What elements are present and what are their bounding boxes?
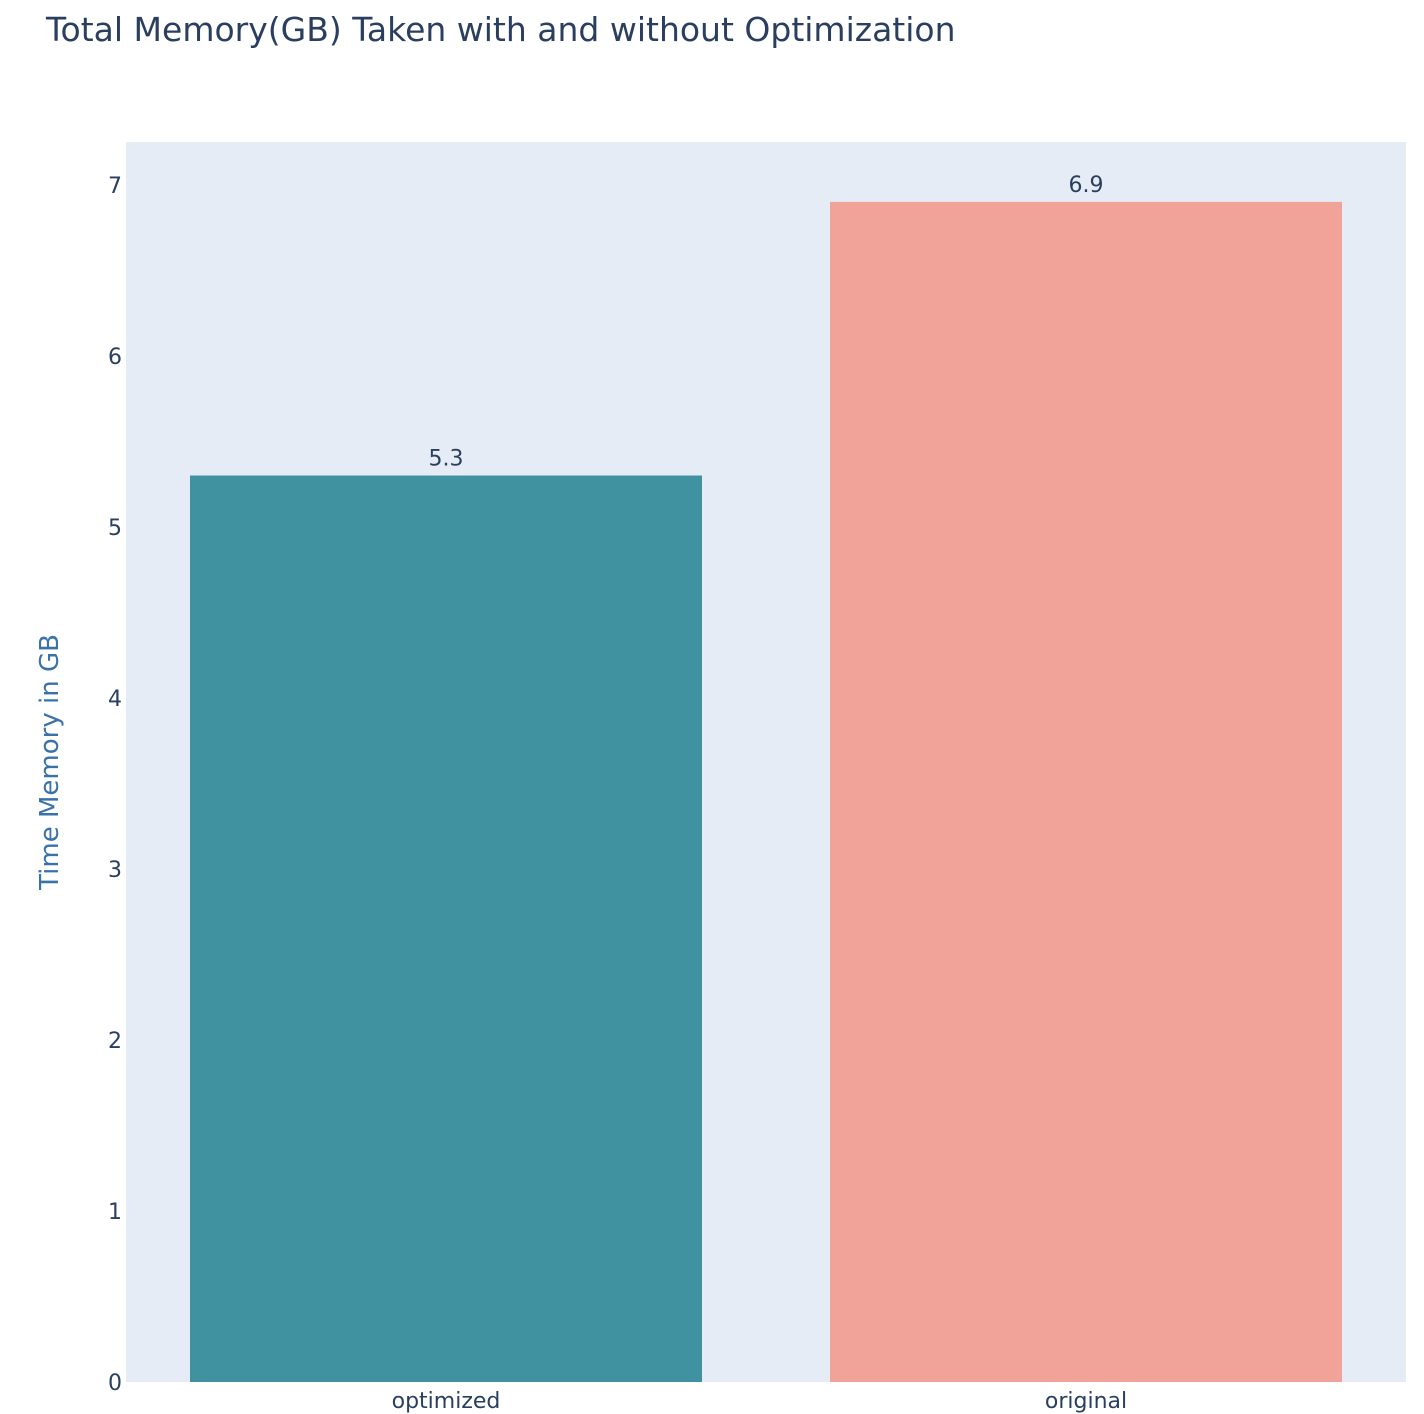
y-tick-label: 1 xyxy=(108,1200,122,1225)
bar-optimized xyxy=(190,475,702,1383)
y-tick-label: 0 xyxy=(108,1371,122,1396)
data-label-optimized: 5.3 xyxy=(429,447,464,472)
x-tick-label-original: original xyxy=(1045,1389,1127,1414)
y-tick-label: 4 xyxy=(108,687,122,712)
bar-original xyxy=(830,201,1342,1383)
x-axis-ticks: optimized original xyxy=(392,1389,1128,1414)
y-tick-label: 3 xyxy=(108,858,122,883)
x-tick-label-optimized: optimized xyxy=(392,1389,501,1414)
chart-title: Total Memory(GB) Taken with and without … xyxy=(46,10,956,49)
y-tick-label: 7 xyxy=(108,174,122,199)
y-tick-label: 5 xyxy=(108,516,122,541)
y-axis-ticks: 0 1 2 3 4 5 6 7 xyxy=(108,174,122,1396)
y-tick-label: 6 xyxy=(108,345,122,370)
bars xyxy=(190,201,1342,1383)
y-tick-label: 2 xyxy=(108,1029,122,1054)
data-labels: 5.3 6.9 xyxy=(429,173,1104,472)
y-axis-title: Time Memory in GB xyxy=(35,634,65,891)
data-label-original: 6.9 xyxy=(1069,173,1104,198)
